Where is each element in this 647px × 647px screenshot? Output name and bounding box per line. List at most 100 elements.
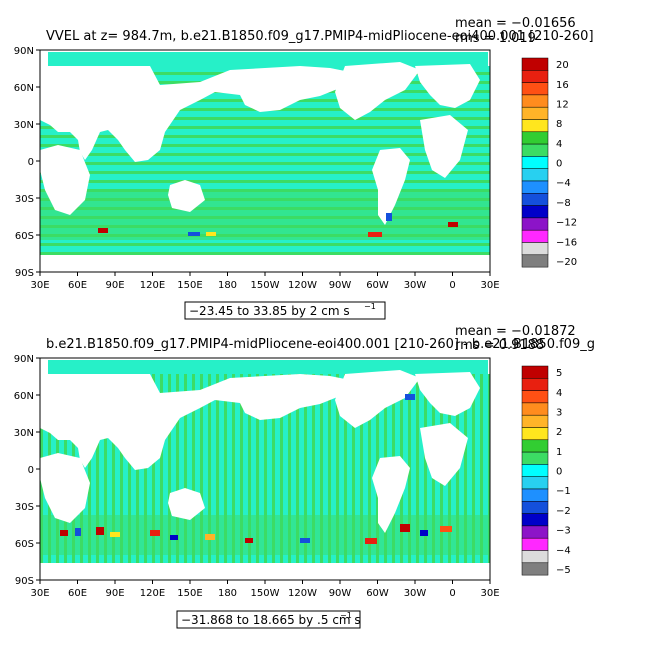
x-tick-label: 150E — [177, 280, 202, 291]
panel-2-range-unit: −1 — [340, 611, 352, 620]
x-tick-label: 90E — [105, 280, 124, 291]
y-tick-label: 90S — [15, 576, 34, 587]
colorbar-label: 1 — [556, 447, 562, 458]
colorbar-label: −3 — [556, 526, 571, 537]
colorbar-label: −12 — [556, 218, 577, 229]
panel-2: b.e21.B1850.f09_g17.PMIP4-midPliocene-eo… — [14, 324, 595, 629]
colorbar-swatch — [521, 464, 549, 477]
colorbar-swatch — [521, 82, 549, 96]
y-tick-label: 60S — [15, 539, 34, 550]
panel-2-map — [39, 357, 491, 581]
colorbar-label: −2 — [556, 506, 571, 517]
north-america-land — [335, 62, 420, 120]
x-tick-label: 150W — [251, 280, 280, 291]
y-tick-label: 0 — [28, 157, 34, 168]
x-tick-label: 30E — [480, 280, 499, 291]
x-tick-label: 180 — [218, 280, 237, 291]
panel-1: VVEL at z= 984.7m, b.e21.B1850.f09_g17.P… — [14, 16, 594, 320]
colorbar-label: 8 — [556, 119, 562, 130]
colorbar-swatch — [521, 57, 549, 71]
x-tick-label: 120W — [288, 280, 317, 291]
colorbar-swatch — [521, 476, 549, 490]
colorbar-swatch — [521, 119, 549, 133]
panel-1-title: VVEL at z= 984.7m, b.e21.B1850.f09_g17.P… — [46, 29, 594, 44]
colorbar-label: 20 — [556, 60, 569, 71]
colorbar-swatch — [521, 156, 549, 169]
colorbar-label: −16 — [556, 237, 577, 248]
colorbar-swatch — [521, 550, 549, 564]
colorbar-swatch — [521, 143, 549, 157]
colorbar-swatch — [521, 427, 549, 441]
colorbar-swatch — [521, 131, 549, 145]
colorbar-label: −4 — [556, 178, 571, 189]
africa-land — [40, 145, 90, 215]
colorbar-swatch — [521, 365, 549, 379]
x-tick-label: 150W — [251, 588, 280, 599]
colorbar-label: −20 — [556, 257, 577, 268]
x-tick-label: 60E — [68, 280, 87, 291]
colorbar-label: 4 — [556, 388, 562, 399]
panel-1-mean: mean = −0.01656 — [455, 16, 576, 31]
y-tick-label: 90S — [15, 268, 34, 279]
panel-2-rms: rms = 0.9188 — [455, 338, 544, 353]
x-tick-label: 60E — [68, 588, 87, 599]
panel-2-colorbar: 5 4 3 2 1 0 −1 −2 −3 −4 −5 — [521, 365, 571, 576]
y-tick-label: 90N — [14, 354, 34, 365]
x-tick-label: 90W — [329, 588, 352, 599]
colorbar-swatch — [521, 390, 549, 404]
x-tick-label: 60W — [366, 588, 389, 599]
colorbar-label: 2 — [556, 427, 562, 438]
colorbar-label: 16 — [556, 80, 569, 91]
x-tick-label: 30E — [30, 588, 49, 599]
colorbar-swatch — [521, 513, 549, 527]
south-america-land — [372, 148, 410, 225]
x-tick-label: 30E — [30, 280, 49, 291]
colorbar-swatch — [521, 217, 549, 231]
x-tick-label: 120E — [140, 280, 165, 291]
y-tick-label: 30S — [15, 194, 34, 205]
colorbar-swatch — [521, 402, 549, 416]
colorbar-label: −1 — [556, 486, 571, 497]
panel-2-title: b.e21.B1850.f09_g17.PMIP4-midPliocene-eo… — [46, 337, 595, 352]
colorbar-swatch — [521, 180, 549, 194]
colorbar-swatch — [521, 70, 549, 83]
panel-1-x-axis: 30E 60E 90E 120E 150E 180 150W 120W 90W 60W 30W 0 30… — [30, 272, 500, 291]
x-tick-label: 180 — [218, 588, 237, 599]
colorbar-swatch — [521, 193, 549, 206]
colorbar-swatch — [521, 94, 549, 108]
colorbar-swatch — [521, 414, 549, 428]
y-tick-label: 60N — [14, 391, 34, 402]
colorbar-swatch — [521, 205, 549, 219]
panel-1-range-label: −23.45 to 33.85 by 2 cm s — [189, 304, 350, 318]
colorbar-swatch — [521, 451, 549, 465]
panel-1-rms: rms = 1.019 — [455, 31, 536, 46]
colorbar-label: −4 — [556, 545, 571, 556]
colorbar-label: 4 — [556, 139, 562, 150]
colorbar-label: −5 — [556, 565, 571, 576]
y-tick-label: 90N — [14, 46, 34, 57]
x-tick-label: 90W — [329, 280, 352, 291]
colorbar-label: 12 — [556, 100, 569, 111]
x-tick-label: 60W — [366, 280, 389, 291]
colorbar-label: 0 — [556, 467, 562, 478]
x-tick-label: 0 — [449, 280, 455, 291]
x-tick-label: 120W — [288, 588, 317, 599]
y-tick-label: 30N — [14, 120, 34, 131]
colorbar-swatch — [521, 229, 549, 243]
x-tick-label: 150E — [177, 588, 202, 599]
colorbar-label: −8 — [556, 198, 571, 209]
colorbar-swatch — [521, 488, 549, 502]
colorbar-swatch — [521, 254, 549, 268]
y-tick-label: 30N — [14, 428, 34, 439]
y-tick-label: 60S — [15, 231, 34, 242]
colorbar-label: 0 — [556, 159, 562, 170]
panel-2-range-box: −31.868 to 18.665 by .5 cm s −1 — [176, 610, 361, 629]
colorbar-swatch — [521, 525, 549, 539]
panel-2-range-label: −31.868 to 18.665 by .5 cm s — [181, 613, 361, 627]
colorbar-swatch — [521, 168, 549, 182]
y-tick-label: 60N — [14, 83, 34, 94]
colorbar-swatch — [521, 537, 549, 551]
x-tick-label: 120E — [140, 588, 165, 599]
europe-land — [415, 64, 480, 108]
